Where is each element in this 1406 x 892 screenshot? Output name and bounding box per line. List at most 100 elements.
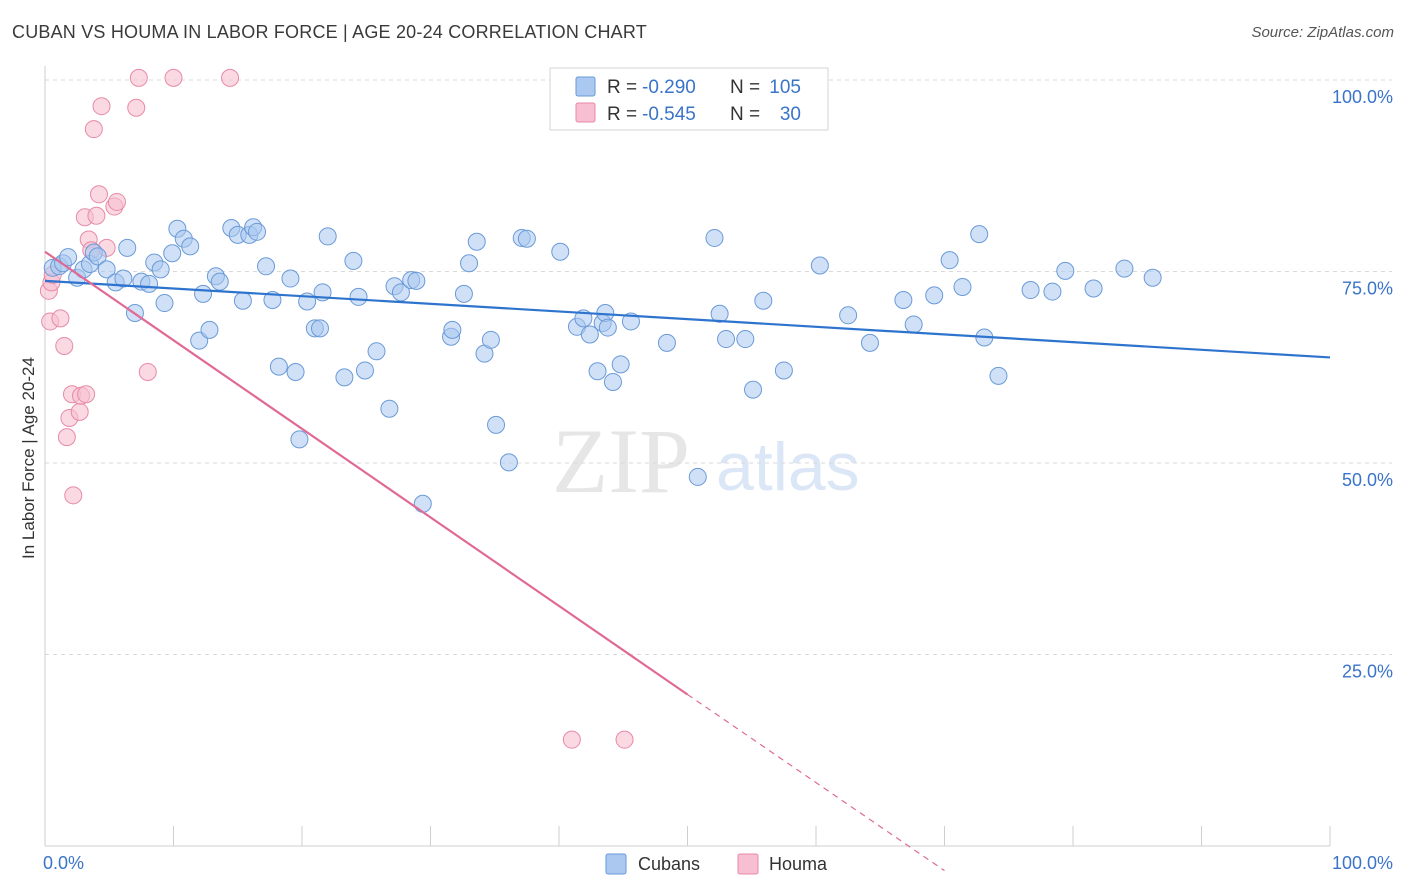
cubans-point — [989, 366, 1008, 385]
x-tick-label-min: 0.0% — [43, 853, 84, 873]
houma-point — [92, 97, 111, 116]
cubans-point — [88, 247, 107, 266]
legend-n-label-cubans: N = — [730, 77, 760, 98]
axes — [44, 66, 1331, 847]
houma-point — [89, 185, 108, 204]
trend-lines — [44, 250, 1331, 872]
houma-point — [57, 428, 76, 447]
cubans-point — [774, 361, 793, 380]
cubans-point — [367, 342, 386, 361]
cubans-point — [551, 242, 570, 261]
stats-legend-box — [549, 67, 829, 131]
cubans-points — [43, 218, 1162, 513]
houma-point — [221, 68, 240, 87]
cubans-point — [269, 357, 288, 376]
cubans-point — [460, 254, 479, 273]
watermark-zip: ZIP — [552, 410, 690, 512]
cubans-point — [598, 318, 617, 337]
cubans-point — [1115, 259, 1134, 278]
cubans-point — [281, 269, 300, 288]
cubans-point — [118, 238, 137, 257]
cubans-point — [335, 368, 354, 387]
cubans-point — [621, 312, 640, 331]
bottom-legend-swatch-houma — [737, 853, 759, 875]
cubans-point — [349, 287, 368, 306]
cubans-point — [970, 225, 989, 244]
cubans-point — [894, 290, 913, 309]
cubans-point — [391, 283, 410, 302]
cubans-point — [344, 251, 363, 270]
cubans-point — [407, 271, 426, 290]
cubans-point — [310, 319, 329, 338]
houma-point — [84, 120, 103, 139]
cubans-point — [736, 330, 755, 349]
cubans-point — [754, 291, 773, 310]
cubans-point — [140, 274, 159, 293]
source-credit: Source: ZipAtlas.com — [1251, 24, 1394, 41]
cubans-point — [717, 330, 736, 349]
gridlines — [45, 79, 1392, 655]
cubans-point — [904, 315, 923, 334]
cubans-point — [860, 333, 879, 352]
houma-trend-line — [44, 250, 689, 696]
houma-point — [70, 402, 89, 421]
y-tick-labels: 25.0% 50.0% 75.0% 100.0% — [1332, 87, 1393, 682]
houma-point — [615, 730, 634, 749]
cubans-point — [839, 306, 858, 325]
cubans-point — [59, 248, 78, 267]
legend-r-label-cubans: R = — [607, 77, 637, 98]
cubans-point — [155, 294, 174, 313]
legend-n-value-cubans: 105 — [769, 77, 801, 98]
cubans-point — [925, 286, 944, 305]
bottom-legend-label-cubans: Cubans — [638, 854, 700, 874]
cubans-point — [1056, 261, 1075, 280]
houma-point — [77, 385, 96, 404]
y-axis-title: In Labor Force | Age 20-24 — [19, 357, 38, 559]
houma-point — [87, 206, 106, 225]
cubans-point — [499, 453, 518, 472]
cubans-point — [487, 415, 506, 434]
legend-swatch-cubans — [575, 76, 596, 97]
cubans-point — [517, 229, 536, 248]
cubans-point — [290, 430, 309, 449]
y-tick-label: 50.0% — [1342, 470, 1393, 490]
y-tick-label: 25.0% — [1342, 662, 1393, 682]
bottom-legend-swatch-cubans — [605, 853, 627, 875]
houma-point — [562, 730, 581, 749]
cubans-point — [286, 362, 305, 381]
cubans-point — [114, 269, 133, 288]
cubans-point — [233, 291, 252, 310]
cubans-point — [1021, 281, 1040, 300]
cubans-point — [454, 284, 473, 303]
cubans-point — [688, 467, 707, 486]
x-tick-labels: 0.0% 100.0% — [43, 853, 1393, 873]
y-tick-label: 75.0% — [1342, 279, 1393, 299]
houma-point — [129, 68, 148, 87]
stats-legend: R = -0.290 N = 105 R = -0.545 N = 30 — [549, 67, 829, 131]
legend-r-label-houma: R = — [607, 104, 637, 125]
cubans-point — [657, 333, 676, 352]
cubans-point — [210, 272, 229, 291]
legend-swatch-houma — [575, 102, 596, 123]
cubans-point — [588, 362, 607, 381]
cubans-point — [481, 330, 500, 349]
cubans-point — [163, 244, 182, 263]
y-tick-label: 100.0% — [1332, 87, 1393, 107]
cubans-point — [413, 494, 432, 513]
cubans-point — [151, 260, 170, 279]
cubans-point — [810, 256, 829, 275]
houma-point — [64, 486, 83, 505]
cubans-point — [443, 320, 462, 339]
houma-points — [39, 68, 634, 749]
houma-point — [138, 362, 157, 381]
cubans-point — [1084, 279, 1103, 298]
legend-r-value-houma: -0.545 — [642, 104, 696, 125]
series-legend: Cubans Houma — [605, 853, 828, 875]
cubans-point — [318, 227, 337, 246]
cubans-point — [611, 355, 630, 374]
watermark-atlas: atlas — [716, 429, 860, 505]
cubans-point — [1043, 282, 1062, 301]
cubans-point — [355, 361, 374, 380]
cubans-point — [710, 304, 729, 323]
cubans-point — [257, 257, 276, 276]
